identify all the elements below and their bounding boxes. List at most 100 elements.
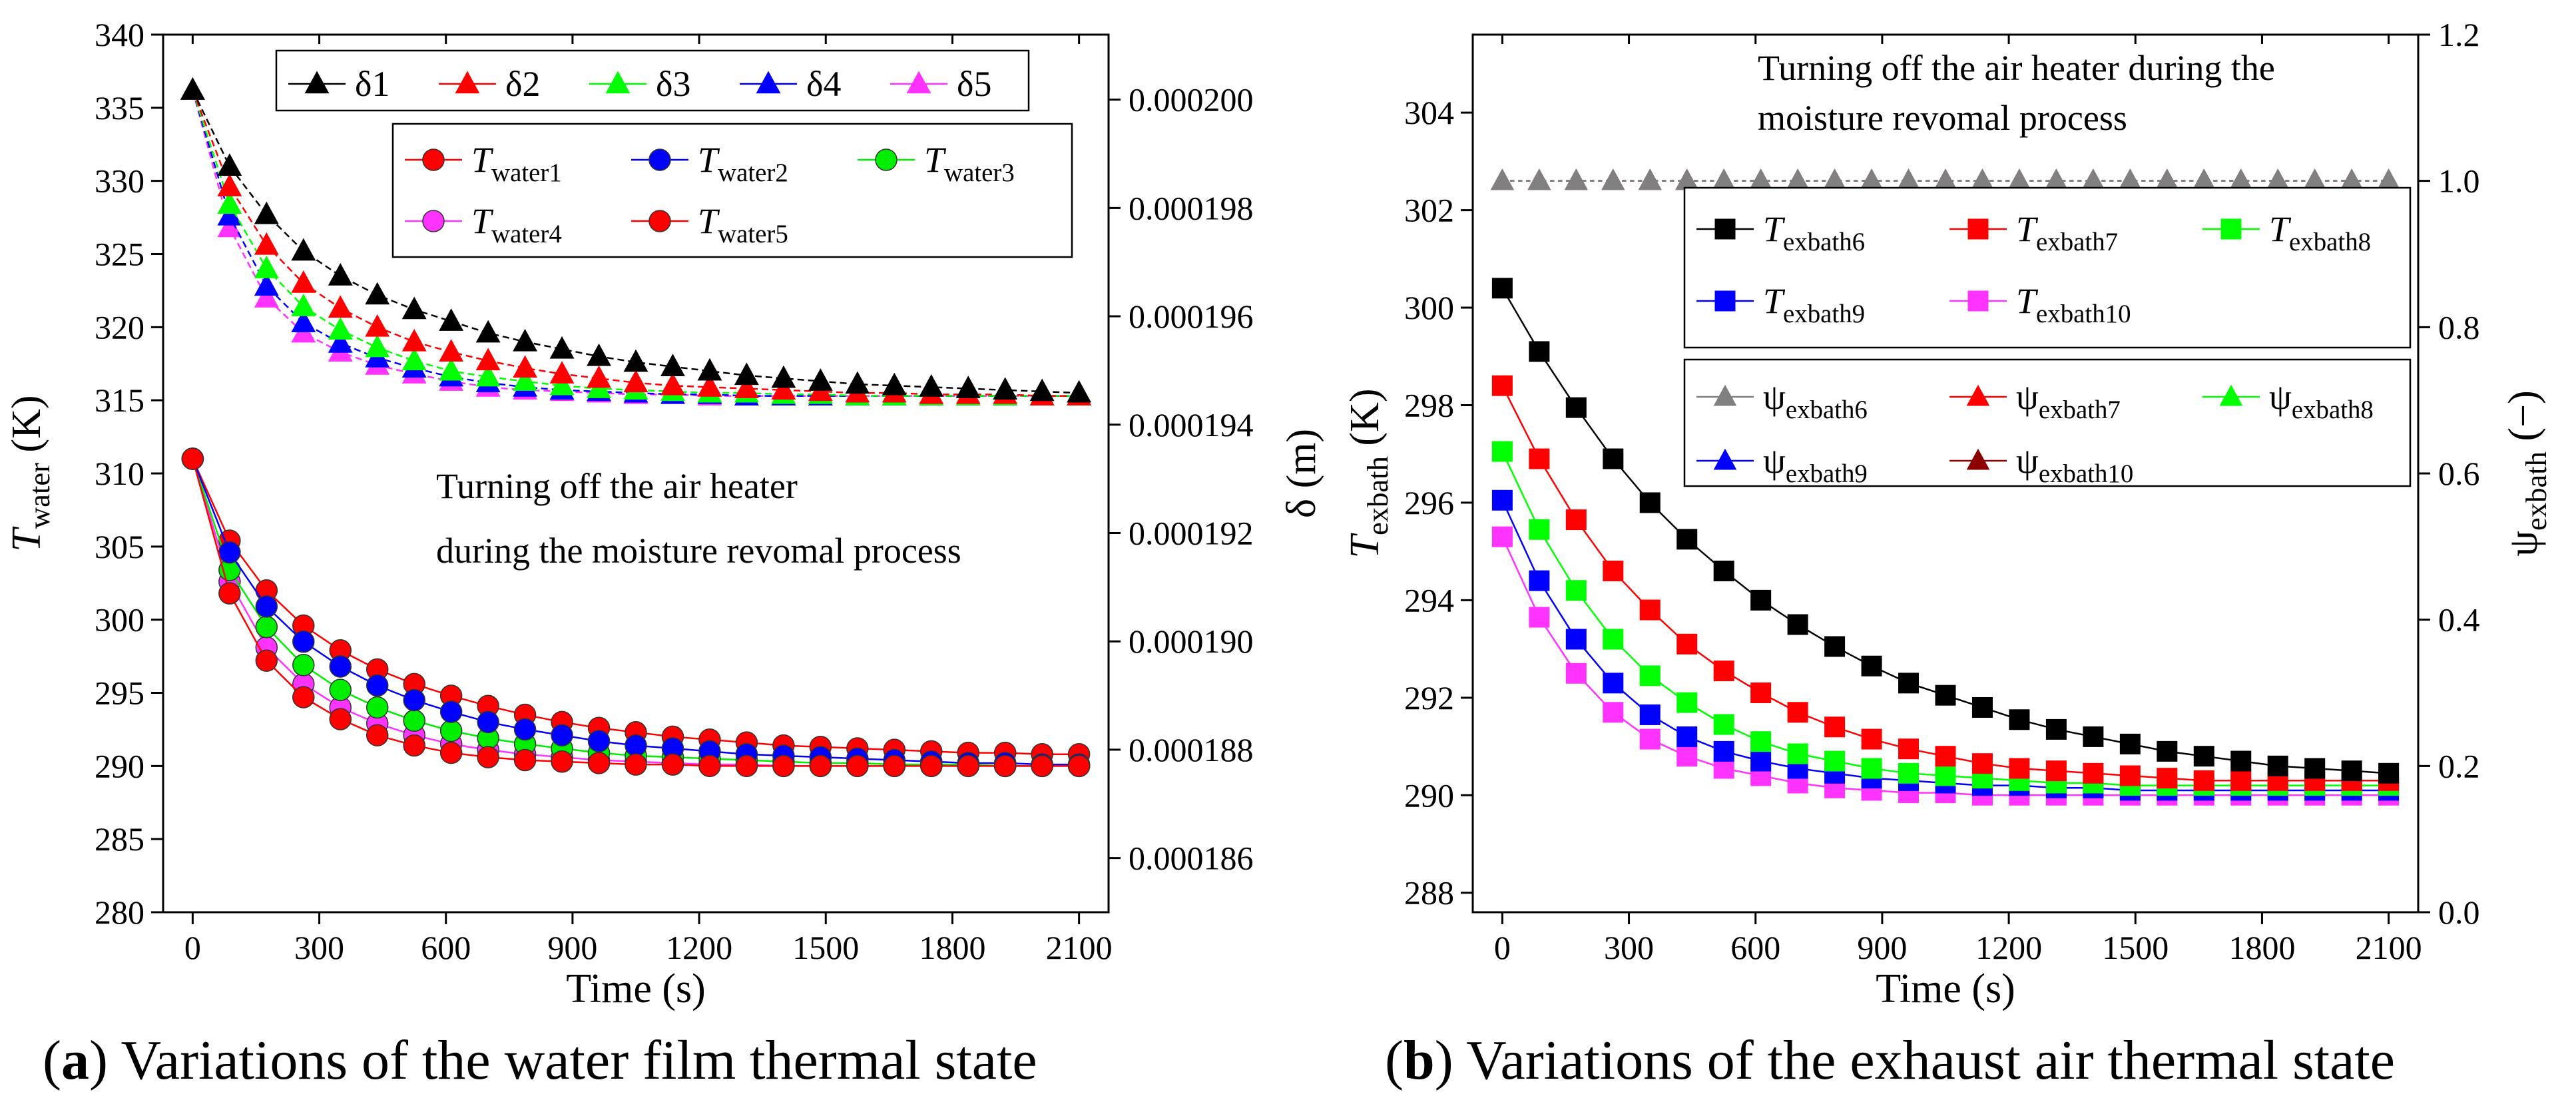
point-Texbath6 [2194,746,2214,766]
point-Texbath9 [1492,490,1512,510]
x-tick-label: 600 [1730,929,1780,966]
point-Texbath6 [1640,493,1660,513]
point-δ1 [477,321,500,342]
point-Texbath8 [1825,751,1845,771]
x-tick-label: 2100 [2356,929,2422,966]
point-ψexbath6 [2008,169,2030,189]
legend-1: Texbath6 Texbath7 Texbath8Texbath9 Texbath1… [1684,188,2410,348]
point-δ2 [255,233,278,254]
point-Texbath7 [1751,683,1771,703]
point-Texbath6 [2379,763,2399,783]
legend-label-δ5-main: δ5 [957,64,991,104]
point-Twater2 [477,711,499,732]
chart-exhaust-air: 0 300 600 900 1200 1500 1800 210028829029229429… [1342,16,2553,1011]
point-Texbath8 [1935,766,1955,786]
point-Texbath8 [1566,581,1586,601]
point-Texbath6 [1566,398,1586,417]
point-Twater1 [477,746,499,768]
point-ψexbath6 [1750,169,1772,189]
point-ψexbath6 [1602,169,1624,189]
point-Texbath10 [1492,527,1512,547]
point-Twater3 [403,710,425,731]
point-Texbath6 [2083,726,2103,746]
x-tick-label: 1500 [2102,929,2169,966]
point-δ3 [329,318,352,339]
legend-label-ψexbath7-main: ψ [2016,377,2039,417]
legend-label-Texbath9-main: T [1763,281,1786,321]
point-δ3 [255,256,278,278]
point-Texbath7 [1788,702,1808,722]
y2-tick-label: 0.000200 [1129,81,1254,119]
point-Texbath6 [2046,719,2066,739]
point-Twater2 [403,689,425,710]
point-δ1 [957,376,980,398]
legend-label-Twater3-main: T [924,140,947,180]
point-ψexbath6 [2119,169,2141,189]
point-Texbath8 [1603,629,1623,649]
point-Texbath6 [1788,615,1808,635]
series-Texbath6 [1492,278,2398,784]
y-axis-label: Texbath (K) [1342,388,1394,558]
x-axis-label: Time (s) [566,966,706,1011]
point-ψexbath6 [1491,169,1513,189]
point-Texbath7 [1862,729,1882,749]
x-tick-label: 600 [421,929,471,966]
y-tick-label: 300 [95,601,144,639]
point-Texbath6 [1529,342,1549,362]
y-axis-label: Twater (K) [4,395,56,551]
point-Texbath6 [1825,637,1845,657]
x-tick-label: 1200 [1975,929,2042,966]
y2-tick-label: 0.000198 [1129,189,1254,226]
y-axis-label-main: T [4,526,49,552]
legend-2: ψexbath6 ψexbath7 ψexbath8ψexbath9 ψexbath1… [1684,360,2410,488]
point-Twater1 [256,650,277,671]
point-Twater1 [1031,755,1053,776]
point-δ1 [698,359,721,380]
y2-tick-label: 1.2 [2438,16,2480,53]
point-Twater1 [736,755,757,776]
point-Texbath9 [1529,571,1549,591]
legend-marker-Twater3 [876,149,897,170]
point-Texbath7 [1972,754,1992,774]
point-Texbath7 [1935,746,1955,766]
point-δ1 [329,264,352,285]
point-Texbath7 [2231,770,2251,790]
caption-paren-open: ( [43,1029,61,1091]
legend-label-ψexbath8-main: ψ [2269,377,2292,417]
point-ψexbath6 [1787,169,1809,189]
point-ψexbath6 [1528,169,1550,189]
caption-letter: b [1404,1029,1435,1091]
annotation-line: Turning off the air heater during the [1758,48,2275,88]
legend-label-Twater1-sub: water1 [491,158,562,187]
point-δ3 [366,336,389,357]
point-Twater1 [995,755,1016,776]
point-Texbath10 [1603,702,1623,722]
legend-label-Texbath10-sub: exbath10 [2036,300,2131,328]
legend-label-Twater4-sub: water4 [491,220,562,248]
point-ψexbath6 [2082,169,2104,189]
point-Twater1 [773,755,794,776]
y-tick-label: 285 [95,820,144,858]
point-δ1 [403,298,426,319]
point-Twater2 [515,718,536,740]
point-Texbath10 [1640,729,1660,749]
y-tick-label: 304 [1404,94,1454,131]
point-Texbath7 [1566,510,1586,530]
point-Texbath6 [1603,449,1623,469]
point-ψexbath6 [1676,169,1698,189]
x-axis-label: Time (s) [1876,966,2015,1011]
legend-label-Twater2-sub: water2 [718,158,788,187]
point-ψexbath6 [2193,169,2215,189]
point-Texbath7 [2046,761,2066,781]
point-Texbath6 [1714,561,1734,581]
point-ψexbath6 [2267,169,2289,189]
y2-tick-label: 0.4 [2438,601,2480,639]
point-Texbath8 [1714,714,1734,734]
point-ψexbath6 [1713,169,1735,189]
y2-tick-label: 0.000186 [1129,840,1254,877]
point-Texbath7 [1603,561,1623,581]
legend-label-δ1-main: δ1 [355,64,389,104]
y2-tick-label: 0.8 [2438,308,2480,346]
point-Texbath7 [1492,376,1512,396]
x-tick-label: 0 [184,929,201,966]
